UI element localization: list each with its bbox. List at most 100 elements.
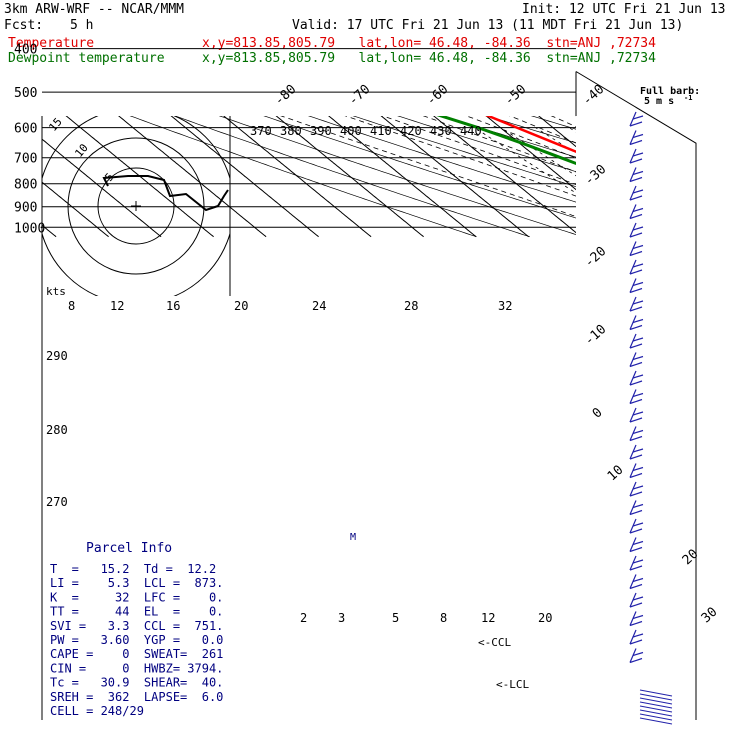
wind-barbs: Full barb:5 m s -1 [629, 86, 700, 725]
wind-barb [629, 352, 644, 368]
mixing-ratio-label: 20 [538, 611, 552, 625]
valid-time: Valid: 17 UTC Fri 21 Jun 13 (11 MDT Fri … [292, 18, 684, 33]
mixing-ratio-label: 2 [300, 611, 307, 625]
theta-left-label: 280 [46, 423, 68, 437]
moist-adiabat-line [344, 116, 576, 197]
parcel-info-row: TT = 44 EL = 0. [50, 605, 223, 619]
mixing-ratio-label: 5 [392, 611, 399, 625]
parcel-info-row: SREH = 362 LAPSE= 6.0 [50, 690, 223, 704]
pressure-label: 400 [14, 43, 37, 58]
frame-right-lower [575, 71, 697, 720]
dry-adiabat-line [174, 116, 530, 238]
wind-barb [629, 426, 644, 442]
isotherm-line [42, 138, 162, 238]
hodograph-axis-label: 12 [110, 299, 124, 313]
parcel-info-row: SVI = 3.3 CCL = 751. [50, 619, 223, 633]
parcel-info-title: Parcel Info [86, 541, 172, 556]
theta-left-label: 290 [46, 349, 68, 363]
wind-barb [629, 278, 644, 294]
wind-barb [629, 444, 644, 460]
parcel-info-row: CIN = 0 HWBZ= 3794. [50, 661, 223, 675]
barb-key-label: Full barb: [640, 86, 700, 97]
wind-barb-low [639, 709, 673, 717]
dry-adiabat-line [397, 116, 576, 173]
wind-barb [629, 370, 644, 386]
mixing-ratio-label: 3 [338, 611, 345, 625]
wind-barb [629, 518, 644, 534]
pressure-label: 700 [14, 152, 37, 167]
forecast-label: Fcst: [4, 18, 44, 33]
model-title: 3km ARW-WRF -- NCAR/MMM [4, 2, 185, 17]
dry-adiabat-line [129, 116, 477, 238]
mixing-ratio-label: 12 [481, 611, 495, 625]
wind-barb [629, 204, 644, 220]
wind-barb [629, 148, 644, 164]
dewpoint-location: x,y=813.85,805.79 lat,lon= 46.48, -84.36… [202, 51, 656, 66]
wind-barb [629, 111, 644, 127]
dewpoint-legend: Dewpoint temperature [8, 51, 165, 66]
pressure-label: 800 [14, 178, 37, 193]
hodograph-axis-label: 20 [234, 299, 248, 313]
parcel-info-row: CAPE = 0 SWEAT= 261 [50, 647, 223, 661]
wind-barb [629, 222, 644, 238]
sounding-profiles [436, 116, 576, 166]
moist-adiabat-line [280, 116, 576, 217]
wind-barb [629, 407, 644, 423]
wind-barb-low [639, 697, 673, 705]
dry-adiabat-line [352, 116, 576, 188]
temperature-legend: Temperature [8, 36, 95, 51]
hodograph-axis-label: 16 [166, 299, 180, 313]
theta-label: 400 [340, 124, 362, 138]
dry-adiabat-line [530, 116, 576, 130]
theta-label: 430 [430, 124, 452, 138]
hodograph-axis-label: 8 [68, 299, 75, 313]
wind-barb-low [639, 717, 673, 725]
wind-barb [629, 185, 644, 201]
pressure-label: 600 [14, 122, 37, 137]
isotherm-line [380, 116, 529, 238]
theta-label: 440 [460, 124, 482, 138]
lcl-annotation: <-LCL [496, 678, 529, 691]
hodograph-ring [97, 167, 175, 245]
moist-adiabat-line [509, 116, 576, 144]
barb-key-unit: 5 m s [644, 96, 674, 107]
dry-adiabat-line [263, 116, 576, 219]
parcel-info-row: CELL = 248/29 [50, 704, 144, 718]
theta-left-label: 270 [46, 495, 68, 509]
wind-barb-low [639, 713, 673, 721]
hodograph-axis-label: 24 [312, 299, 326, 313]
wind-barb [629, 537, 644, 553]
moist-adiabat-line [381, 116, 576, 185]
theta-label: 380 [280, 124, 302, 138]
isotherm-lines [42, 116, 576, 238]
mixed-layer-marker: M [350, 532, 356, 543]
isotherm-line [485, 116, 576, 191]
wind-barb [629, 241, 644, 257]
isotherm-line [65, 116, 214, 238]
wind-barb-low [639, 701, 673, 709]
pressure-label: 300 [14, 0, 37, 1]
hodograph-trace [102, 175, 229, 212]
pressure-label: 900 [14, 201, 37, 216]
wind-barb [629, 463, 644, 479]
parcel-info-row: T = 15.2 Td = 12.2 [50, 562, 216, 576]
isotherm-line [328, 116, 477, 238]
wind-barb [629, 389, 644, 405]
wind-barb [629, 592, 644, 608]
theta-label: 420 [400, 124, 422, 138]
ccl-annotation: <-CCL [478, 636, 511, 649]
isobar-lines [41, 48, 697, 720]
wind-barb [629, 574, 644, 590]
wind-barb [629, 130, 644, 146]
parcel-info-row: PW = 3.60 YGP = 0.0 [50, 633, 223, 647]
isotherm-line [275, 116, 424, 238]
hodograph-axis-label: 28 [404, 299, 418, 313]
wind-barb-low [639, 693, 673, 701]
pressure-labels: 1002003004005006007008009001000 [14, 0, 45, 236]
hodograph-unit: kts [46, 285, 66, 298]
isotherm-line [538, 116, 576, 148]
temperature-location: x,y=813.85,805.79 lat,lon= 46.48, -84.36… [202, 36, 656, 51]
